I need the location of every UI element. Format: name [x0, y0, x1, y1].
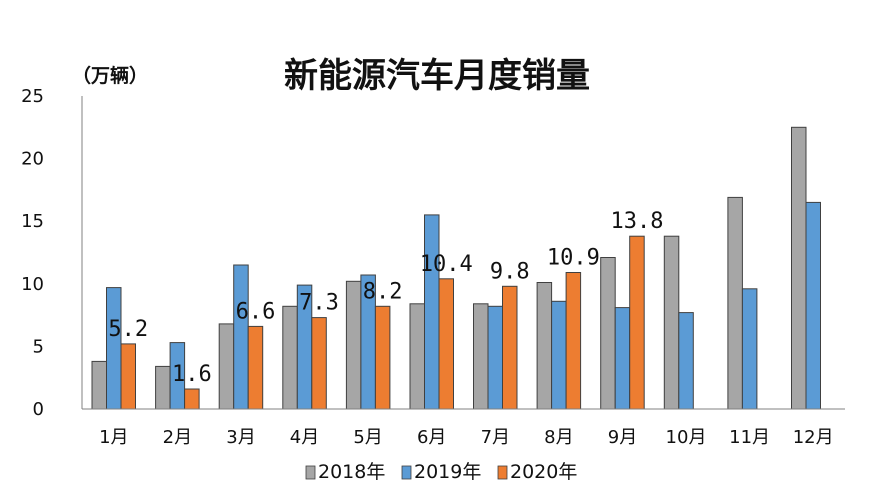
- x-tick-label: 11月: [729, 427, 770, 448]
- bar-2018年-11月: [727, 196, 743, 410]
- y-tick-label: 10: [21, 274, 44, 295]
- bar-2018年-4月: [282, 305, 298, 410]
- legend: 2018年 2019年 2020年: [305, 461, 577, 483]
- bar-2019年-11月: [741, 288, 758, 410]
- x-tick-label: 2月: [163, 427, 192, 448]
- data-label-2020: 1.6: [172, 362, 212, 387]
- x-tick-label: 8月: [544, 427, 573, 448]
- bar-2018年-5月: [345, 280, 362, 410]
- y-tick-label: 20: [21, 149, 44, 170]
- x-tick-label: 4月: [290, 427, 319, 448]
- data-label-2020: 8.2: [363, 279, 403, 304]
- y-axis-ticks: 0 5 10 15 20 25: [21, 86, 44, 420]
- bar-2020年-3月: [247, 325, 264, 410]
- bar-2019年-12月: [805, 201, 821, 410]
- x-tick-label: 1月: [99, 427, 128, 448]
- bar-2019年-9月: [614, 307, 631, 410]
- legend-label: 2019年: [414, 461, 481, 483]
- bar-2020年-1月: [120, 343, 136, 410]
- bar-2018年-10月: [663, 235, 680, 410]
- x-tick-label: 6月: [417, 427, 446, 448]
- data-label-2020: 5.2: [108, 317, 148, 342]
- data-label-2020: 7.3: [299, 291, 339, 316]
- data-labels-group: 5.2 1.6 6.6 7.3 8.2 10.4 9.8 10.9 13.8: [108, 209, 663, 387]
- bar-2018年-3月: [218, 323, 235, 410]
- x-tick-label: 7月: [481, 427, 510, 448]
- bar-2018年-8月: [536, 282, 553, 410]
- bar-2020年-8月: [565, 272, 582, 410]
- bar-2018年-1月: [91, 360, 107, 410]
- bar-2018年-7月: [473, 303, 489, 410]
- bar-2019年-8月: [551, 300, 567, 410]
- data-label-2020: 6.6: [236, 299, 276, 324]
- x-tick-label: 12月: [793, 427, 834, 448]
- data-label-2020: 9.8: [490, 259, 530, 284]
- bar-2020年-7月: [502, 285, 518, 410]
- x-axis-ticks: 1月 2月 3月 4月 5月 6月 7月 8月 9月 10月 11月 12月: [99, 427, 834, 448]
- legend-swatch-2020年: [497, 465, 508, 480]
- bar-2018年-12月: [791, 126, 807, 410]
- y-tick-label: 5: [33, 336, 44, 357]
- data-label-2020: 10.9: [547, 246, 600, 271]
- x-tick-label: 5月: [353, 427, 382, 448]
- bar-2019年-3月: [233, 264, 249, 410]
- bar-2019年-7月: [487, 305, 503, 410]
- legend-label: 2020年: [510, 461, 577, 483]
- bar-2019年-10月: [678, 312, 694, 410]
- bar-2018年-9月: [600, 257, 616, 410]
- y-tick-label: 0: [33, 399, 44, 420]
- chart-title: 新能源汽车月度销量: [284, 56, 590, 96]
- bar-2020年-9月: [629, 235, 645, 410]
- y-tick-label: 15: [21, 211, 44, 232]
- x-tick-label: 10月: [666, 427, 707, 448]
- bar-2020年-5月: [374, 305, 391, 410]
- y-tick-label: 25: [21, 86, 44, 107]
- legend-label: 2018年: [318, 461, 385, 483]
- x-tick-label: 9月: [608, 427, 637, 448]
- bar-2019年-6月: [424, 214, 440, 410]
- legend-swatch-2019年: [401, 465, 412, 480]
- x-tick-label: 3月: [226, 427, 255, 448]
- bar-2020年-4月: [311, 317, 327, 410]
- data-label-2020: 13.8: [611, 209, 664, 234]
- bar-2020年-6月: [438, 278, 454, 410]
- bar-2019年-1月: [106, 287, 122, 410]
- bar-2020年-2月: [184, 388, 200, 410]
- legend-swatch-2018年: [305, 465, 316, 480]
- bar-2018年-2月: [155, 365, 171, 410]
- y-axis-unit-label: （万辆）: [72, 64, 148, 87]
- data-label-2020: 10.4: [420, 252, 473, 277]
- bar-2018年-6月: [409, 303, 425, 410]
- bar-series-group: [91, 126, 821, 410]
